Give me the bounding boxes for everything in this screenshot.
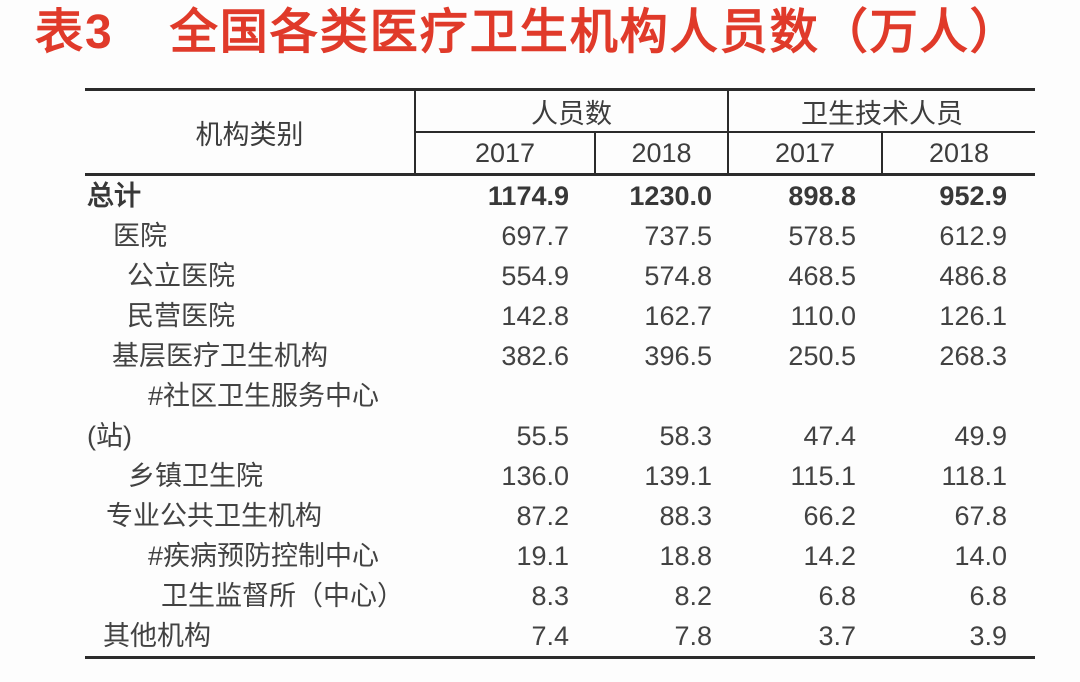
table-title: 表3 全国各类医疗卫生机构人员数（万人） (35, 4, 1020, 62)
table-row: 总计 1174.9 1230.0 898.8 952.9 (85, 175, 1035, 217)
value-cell: 110.0 (790, 301, 856, 331)
value-cell: 67.8 (954, 501, 1007, 531)
institution-cell: #疾病预防控制中心 (148, 541, 380, 571)
value-cell: 66.2 (803, 501, 856, 531)
value-cell: 115.1 (790, 461, 856, 491)
value-cell: 87.2 (516, 501, 569, 531)
data-table: 机构类别 人员数 卫生技术人员 2017 2018 2017 2018 总计 11… (85, 88, 1035, 659)
value-cell: 136.0 (501, 461, 569, 491)
institution-cell: 民营医院 (127, 301, 235, 331)
col-header-healthtech-2018: 2018 (881, 132, 1035, 176)
col-header-personnel-2017: 2017 (414, 132, 595, 176)
table-row: 医院 697.7 737.5 578.5 612.9 (85, 216, 1035, 256)
col-header-institution: 机构类别 (85, 89, 415, 176)
value-cell: 574.8 (644, 261, 712, 291)
table-row: #社区卫生服务中心 (站) 55.5 58.3 47.4 49.9 (85, 376, 1035, 456)
value-cell: 55.5 (516, 421, 569, 451)
value-cell: 18.8 (659, 541, 712, 571)
value-cell: 486.8 (939, 261, 1007, 291)
value-cell: 396.5 (644, 341, 712, 371)
value-cell: 697.7 (501, 221, 569, 251)
value-cell: 250.5 (788, 341, 856, 371)
value-cell: 8.2 (674, 581, 712, 611)
col-group-health-tech: 卫生技术人员 (728, 89, 1035, 133)
col-header-personnel-2018: 2018 (594, 132, 728, 176)
value-cell: 898.8 (788, 181, 856, 211)
table-row: 专业公共卫生机构 87.2 88.3 66.2 67.8 (85, 496, 1035, 536)
value-cell: 7.8 (674, 621, 712, 651)
table-body: 总计 1174.9 1230.0 898.8 952.9 医院 697.7 737.5 578.… (85, 175, 1035, 658)
table-row: 乡镇卫生院 136.0 139.1 115.1 118.1 (85, 456, 1035, 496)
value-cell: 612.9 (939, 221, 1007, 251)
table-number: 表3 (35, 6, 114, 59)
value-cell: 737.5 (644, 221, 712, 251)
institution-cell: #社区卫生服务中心 (站) (87, 381, 380, 451)
value-cell: 578.5 (788, 221, 856, 251)
value-cell: 1230.0 (629, 181, 712, 211)
value-cell: 88.3 (659, 501, 712, 531)
table-title-text: 全国各类医疗卫生机构人员数（万人） (169, 6, 1020, 59)
institution-cell: 公立医院 (127, 261, 235, 291)
institution-cell: 基层医疗卫生机构 (112, 341, 328, 371)
value-cell: 47.4 (803, 421, 856, 451)
value-cell: 126.1 (939, 301, 1007, 331)
value-cell: 3.7 (818, 621, 856, 651)
col-group-personnel: 人员数 (414, 89, 729, 133)
table-header: 机构类别 人员数 卫生技术人员 2017 2018 2017 2018 (85, 89, 1035, 176)
value-cell: 6.8 (969, 581, 1007, 611)
institution-cell: 乡镇卫生院 (128, 461, 263, 491)
value-cell: 118.1 (941, 461, 1007, 491)
value-cell: 58.3 (659, 421, 712, 451)
value-cell: 3.9 (969, 621, 1007, 651)
value-cell: 554.9 (501, 261, 569, 291)
institution-cell: 专业公共卫生机构 (106, 501, 322, 531)
value-cell: 952.9 (939, 181, 1007, 211)
institution-cell: 总计 (87, 181, 141, 211)
value-cell: 14.0 (954, 541, 1007, 571)
value-cell: 14.2 (803, 541, 856, 571)
value-cell: 382.6 (501, 341, 569, 371)
institution-cell: 卫生监督所（中心） (161, 581, 404, 611)
value-cell: 468.5 (788, 261, 856, 291)
table-row: 基层医疗卫生机构 382.6 396.5 250.5 268.3 (85, 336, 1035, 376)
value-cell: 1174.9 (487, 181, 569, 211)
table-row: 其他机构 7.4 7.8 3.7 3.9 (85, 616, 1035, 658)
value-cell: 268.3 (939, 341, 1007, 371)
col-header-healthtech-2017: 2017 (727, 132, 882, 176)
value-cell: 7.4 (531, 621, 569, 651)
institution-cell: 其他机构 (103, 621, 211, 651)
value-cell: 49.9 (954, 421, 1007, 451)
table-row: 民营医院 142.8 162.7 110.0 126.1 (85, 296, 1035, 336)
value-cell: 19.1 (516, 541, 569, 571)
value-cell: 8.3 (531, 581, 569, 611)
table-row: #疾病预防控制中心 19.1 18.8 14.2 14.0 (85, 536, 1035, 576)
table-row: 卫生监督所（中心） 8.3 8.2 6.8 6.8 (85, 576, 1035, 616)
value-cell: 162.7 (644, 301, 712, 331)
value-cell: 139.1 (644, 461, 712, 491)
institution-cell: 医院 (113, 221, 167, 251)
value-cell: 6.8 (818, 581, 856, 611)
value-cell: 142.8 (501, 301, 569, 331)
table-row: 公立医院 554.9 574.8 468.5 486.8 (85, 256, 1035, 296)
